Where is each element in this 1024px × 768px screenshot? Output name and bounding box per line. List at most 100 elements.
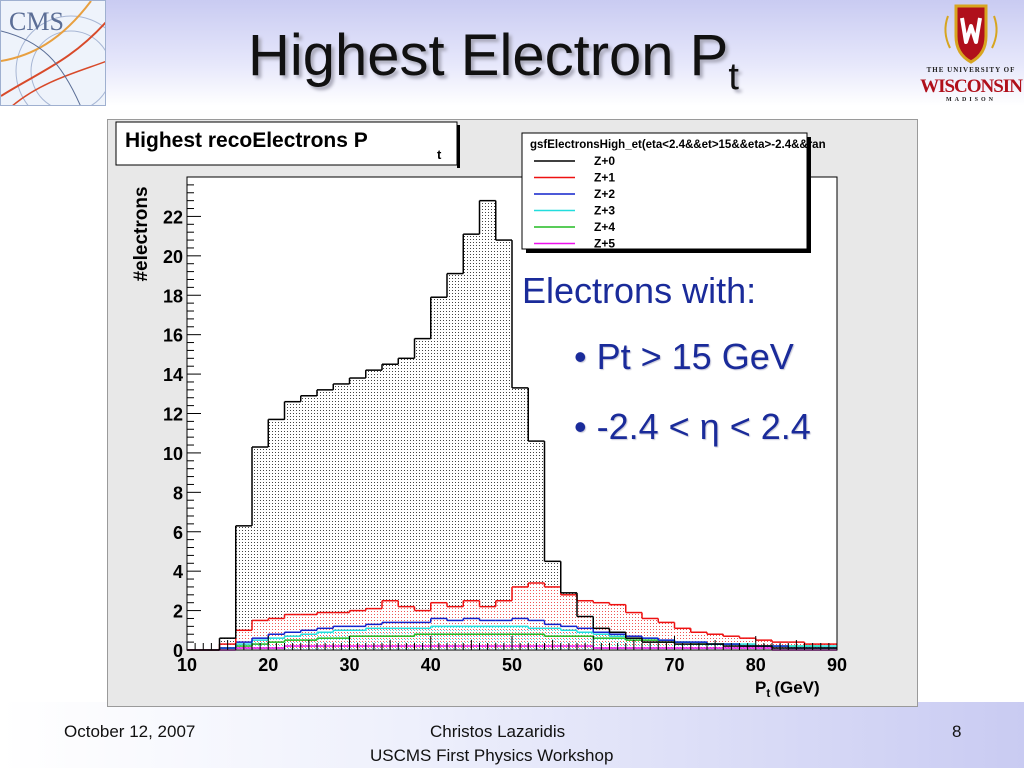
histogram-bin <box>593 627 610 630</box>
y-tick-label: 12 <box>163 405 183 425</box>
bullet-heading: Electrons with: <box>522 270 757 311</box>
histogram-bin <box>382 621 399 624</box>
histogram-bin <box>560 594 577 596</box>
histogram-bin <box>479 619 496 622</box>
histogram-bin <box>463 233 480 235</box>
histogram-bin <box>365 369 382 371</box>
histogram-bin <box>593 631 610 634</box>
chart-title-box <box>115 121 458 166</box>
histogram-bin <box>300 395 317 397</box>
histogram-bin <box>528 633 545 635</box>
uw-logo-line2: WISCONSIN <box>920 76 1023 97</box>
histogram-bin <box>365 627 382 630</box>
histogram-bin <box>577 599 594 602</box>
histogram-bin <box>349 609 366 612</box>
uw-logo-line1: THE UNIVERSITY OF <box>926 66 1016 74</box>
histogram-bin <box>642 639 659 641</box>
x-tick-label: 20 <box>258 655 278 675</box>
histogram-bin <box>414 621 431 624</box>
histogram-bin <box>235 641 252 643</box>
histogram-bin <box>593 601 610 604</box>
histogram-bin <box>447 625 464 628</box>
histogram-bin <box>479 633 496 635</box>
histogram-bin <box>333 611 350 614</box>
y-tick-label: 20 <box>163 247 183 267</box>
histogram-bin <box>349 625 366 628</box>
y-tick-label: 10 <box>163 444 183 464</box>
header-band <box>0 0 1024 106</box>
histogram-bin <box>479 605 496 608</box>
histogram-bin <box>333 637 350 639</box>
histogram-bin <box>577 631 594 634</box>
histogram-bin <box>268 641 285 643</box>
histogram-bin <box>235 629 252 632</box>
chart-title: Highest recoElectrons P <box>125 129 368 152</box>
x-axis-label-main: P <box>755 678 766 697</box>
histogram-bin <box>609 603 626 606</box>
histogram-bin <box>658 621 675 624</box>
histogram-bin <box>430 296 447 298</box>
x-tick-label: 30 <box>339 655 359 675</box>
legend-entry-label: Z+2 <box>594 187 615 201</box>
histogram-bin <box>544 586 561 588</box>
histogram-bin <box>528 619 545 622</box>
histogram-bin <box>463 599 480 602</box>
histogram-bin <box>382 635 399 637</box>
histogram-bin <box>414 609 431 612</box>
legend: gsfElectronsHigh_et(eta<2.4&&et>15&&eta>… <box>521 132 826 253</box>
histogram-bin <box>723 635 740 637</box>
y-tick-label: 4 <box>173 562 183 582</box>
histogram-bin <box>690 641 707 643</box>
series-Z+0 <box>187 199 837 651</box>
histogram-bin <box>414 627 431 630</box>
histogram-bin <box>560 625 577 628</box>
histogram-bin <box>625 635 642 637</box>
y-tick-label: 6 <box>173 523 183 543</box>
histogram-bin <box>430 633 447 635</box>
histogram-bin <box>560 592 577 594</box>
x-axis-label-subscript: t <box>766 686 770 700</box>
x-axis-label-unit: (GeV) <box>774 678 819 697</box>
y-tick-label: 18 <box>163 286 183 306</box>
histogram-bin <box>495 599 512 602</box>
histogram-bin <box>447 619 464 622</box>
histogram-bin <box>463 633 480 635</box>
histogram-bin <box>300 633 317 635</box>
histogram-bin <box>512 633 529 635</box>
histogram-bin <box>414 633 431 635</box>
histogram-bin <box>463 625 480 628</box>
legend-box <box>521 132 808 250</box>
histogram-bin <box>333 625 350 628</box>
histogram-bin <box>284 635 301 637</box>
histogram-bin <box>398 605 415 608</box>
histogram-bin <box>642 617 659 620</box>
histogram-bin <box>430 601 447 604</box>
histogram-bin <box>365 607 382 610</box>
histogram-bin <box>398 357 415 360</box>
histogram-bin <box>674 627 691 630</box>
histogram-bin <box>625 611 642 614</box>
slide-title-main: Highest Electron P <box>248 23 729 88</box>
histogram-bin <box>447 633 464 635</box>
histogram-bin <box>642 637 659 639</box>
x-tick-label: 80 <box>746 655 766 675</box>
histogram-bin <box>577 615 594 618</box>
histogram-bin <box>707 633 724 635</box>
histogram-bin <box>593 633 610 635</box>
slide-title: Highest Electron Pt <box>248 22 739 99</box>
histogram-bin <box>528 582 545 584</box>
histogram-bin <box>447 605 464 608</box>
footer-page-number: 8 <box>952 722 962 741</box>
x-tick-label: 90 <box>827 655 847 675</box>
histogram-bin <box>349 629 366 632</box>
x-axis-label: Pt (GeV) <box>755 678 820 700</box>
legend-title: gsfElectronsHigh_et(eta<2.4&&et>15&&eta>… <box>530 139 826 151</box>
legend-entry-label: Z+0 <box>594 154 615 168</box>
histogram-bin <box>252 637 269 639</box>
histogram-bin <box>674 641 691 643</box>
footer-event: USCMS First Physics Workshop <box>370 746 614 765</box>
histogram-bin <box>349 635 366 637</box>
histogram-bin <box>495 625 512 628</box>
histogram-bin <box>495 239 512 241</box>
bullet-item: • Pt > 15 GeV <box>574 336 794 377</box>
